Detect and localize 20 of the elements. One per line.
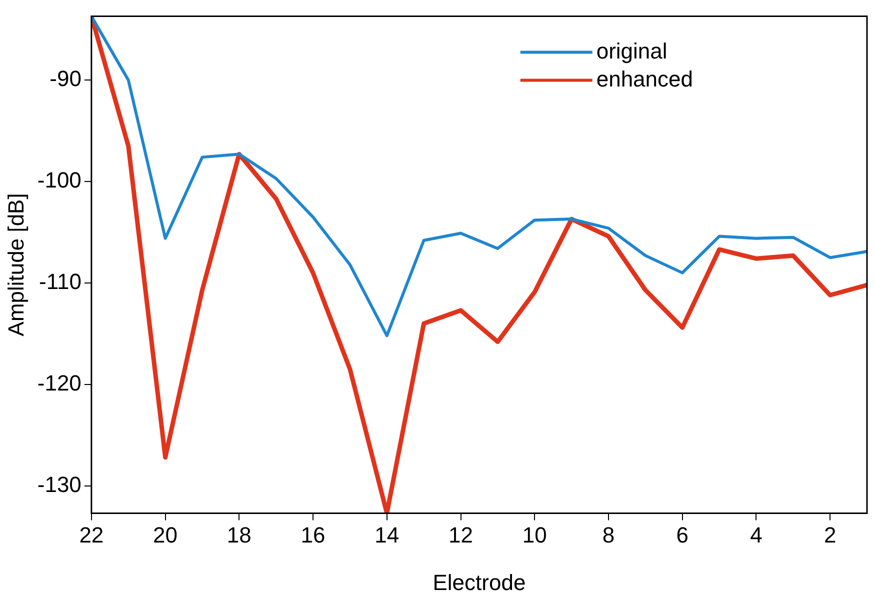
x-tick-label: 4	[750, 522, 762, 548]
x-tick-label: 18	[226, 522, 252, 548]
y-tick-label: -120	[37, 370, 82, 396]
x-tick-label: 14	[374, 522, 400, 548]
x-tick-label: 20	[153, 522, 178, 548]
y-tick-label: -100	[37, 168, 82, 193]
y-tick-label: -90	[50, 66, 82, 92]
legend-label: original	[596, 38, 668, 64]
y-axis-title: Amplitude [dB]	[3, 193, 28, 336]
x-tick-label: 2	[824, 522, 836, 548]
legend-label: enhanced	[596, 66, 694, 92]
x-tick-label: 12	[448, 522, 473, 548]
y-tick-label: -110	[39, 269, 82, 294]
y-tick-label: -130	[37, 472, 82, 497]
x-axis-title: Electrode	[432, 570, 526, 595]
x-tick-label: 6	[676, 522, 688, 548]
x-tick-label: 10	[522, 522, 547, 548]
x-tick-label: 8	[602, 522, 615, 548]
x-tick-label: 16	[300, 522, 326, 548]
x-tick-label: 22	[79, 522, 104, 548]
